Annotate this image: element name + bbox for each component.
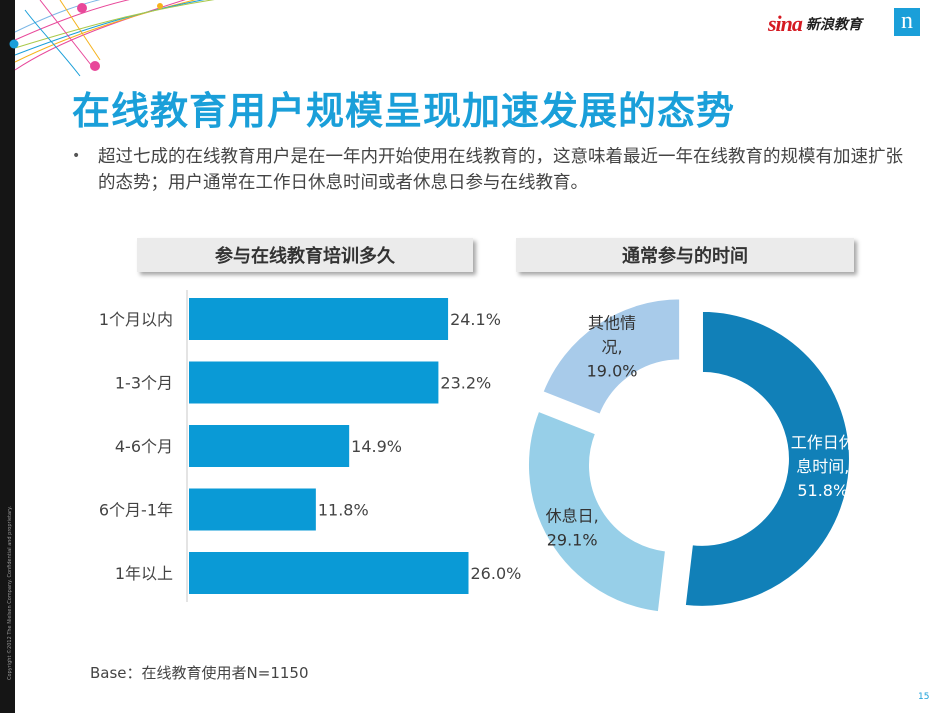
donut-slice-value: 51.8%	[797, 481, 848, 500]
bar-category-label: 6个月-1年	[99, 501, 173, 520]
sina-edu-label: 新浪教育	[805, 17, 862, 33]
donut-slice-label: 其他情	[588, 313, 636, 332]
summary-bullet: 超过七成的在线教育用户是在一年内开始使用在线教育的，这意味着最近一年在线教育的规…	[98, 147, 903, 193]
donut-slice-label: 工作日休	[791, 433, 855, 452]
donut-slice-label: 况,	[602, 337, 623, 356]
nielsen-logo: n	[894, 8, 920, 36]
donut-slice-label: 休息日,	[546, 506, 599, 525]
donut-slice-0	[683, 309, 851, 608]
bar-value-label: 24.1%	[450, 310, 501, 329]
donut-slice-2	[541, 297, 682, 417]
bar-category-label: 1年以上	[115, 564, 173, 583]
decorative-lines	[9, 0, 215, 77]
bar-1	[189, 361, 439, 404]
bar-chart-header: 参与在线教育培训多久	[137, 238, 473, 272]
donut-slice-1	[527, 409, 668, 614]
base-note: Base：在线教育使用者N=1150	[90, 664, 309, 682]
donut-chart-header: 通常参与的时间	[516, 238, 854, 272]
bar-value-label: 14.9%	[351, 437, 402, 456]
donut-slice-value: 29.1%	[547, 530, 598, 549]
sina-edu-logo: sina 新浪教育	[768, 11, 862, 36]
bar-3	[189, 488, 316, 531]
bar-4	[189, 552, 469, 594]
page-number: 15	[918, 692, 930, 702]
bullet-marker: •	[72, 148, 81, 164]
sina-wordmark: sina	[768, 11, 803, 36]
donut-slice-label: 息时间,	[796, 457, 849, 476]
left-decorative-strip	[0, 0, 15, 713]
bar-0	[189, 298, 449, 340]
bar-category-label: 4-6个月	[115, 437, 173, 456]
bar-value-label: 26.0%	[471, 564, 522, 583]
bar-value-label: 23.2%	[440, 374, 491, 393]
duration-bar-chart: 1个月以内 24.1% 1-3个月 23.2% 4-6个月 14.9% 6个月-1年 11.8…	[99, 290, 522, 602]
bar-category-label: 1个月以内	[99, 310, 173, 329]
donut-slice-value: 19.0%	[587, 361, 638, 380]
bar-value-label: 11.8%	[318, 501, 369, 520]
page-title: 在线教育用户规模呈现加速发展的态势	[72, 89, 736, 133]
bar-category-label: 1-3个月	[115, 374, 173, 393]
bar-2	[189, 425, 350, 467]
